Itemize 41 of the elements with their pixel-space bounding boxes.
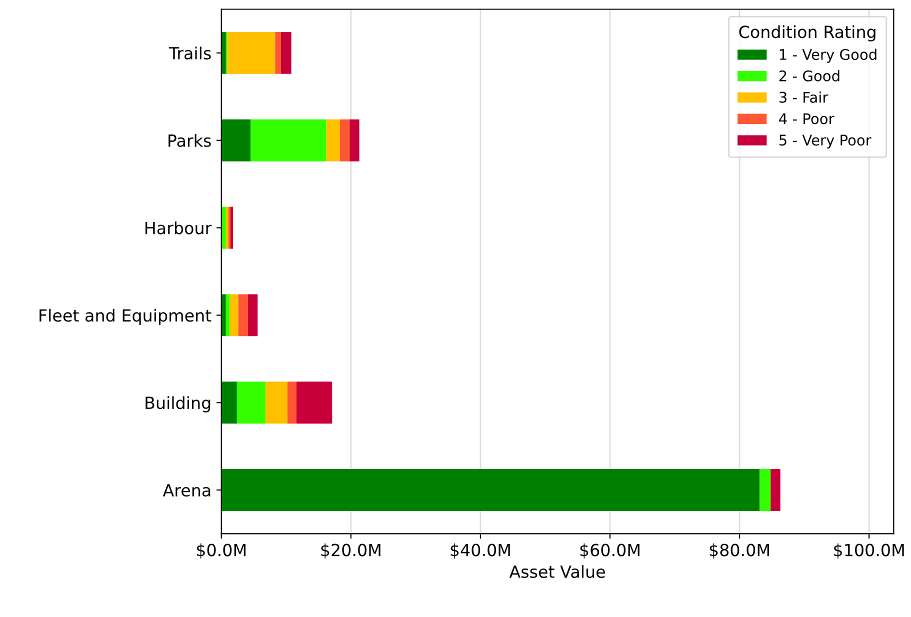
legend-label: 5 - Very Poor <box>779 134 872 148</box>
legend-label: 1 - Very Good <box>780 48 876 63</box>
y-tick-label: Trails <box>168 46 211 60</box>
legend-title: Condition Rating <box>739 25 876 42</box>
bar <box>226 206 228 249</box>
bar <box>760 469 771 511</box>
x-axis-title: Asset Value <box>509 565 605 578</box>
bar <box>238 294 248 336</box>
bar <box>236 382 266 424</box>
bar <box>340 119 350 162</box>
bar <box>221 469 760 511</box>
bar <box>230 206 234 249</box>
y-tick-label: Harbour <box>145 221 212 234</box>
bar <box>226 294 230 336</box>
legend-label: 4 - Poor <box>779 113 834 124</box>
bar <box>248 294 258 336</box>
x-tick-label: $0.0M <box>197 543 246 559</box>
bar <box>326 119 340 162</box>
bar <box>221 382 237 424</box>
y-tick-label: Fleet and Equipment <box>40 308 212 325</box>
bar <box>770 469 780 511</box>
bar <box>287 382 297 424</box>
x-tick-label: $60.0M <box>580 543 640 559</box>
bar <box>221 119 251 162</box>
legend-label: 2 - Good <box>779 70 840 82</box>
x-tick-label: $100.0M <box>834 543 904 559</box>
y-tick-label: Arena <box>162 484 210 497</box>
y-tick-label: Building <box>146 396 210 412</box>
bar <box>227 32 276 74</box>
bar <box>230 294 238 336</box>
legend-label: 3 - Fair <box>779 92 828 103</box>
bar <box>280 32 292 74</box>
bar <box>250 119 326 162</box>
bar <box>265 382 288 424</box>
bar <box>296 382 332 424</box>
bar <box>275 32 281 74</box>
x-tick-label: $40.0M <box>450 543 510 559</box>
y-tick-label: Parks <box>168 134 211 147</box>
bar <box>350 119 360 162</box>
x-tick-label: $20.0M <box>321 543 380 559</box>
x-tick-label: $80.0M <box>710 543 769 559</box>
